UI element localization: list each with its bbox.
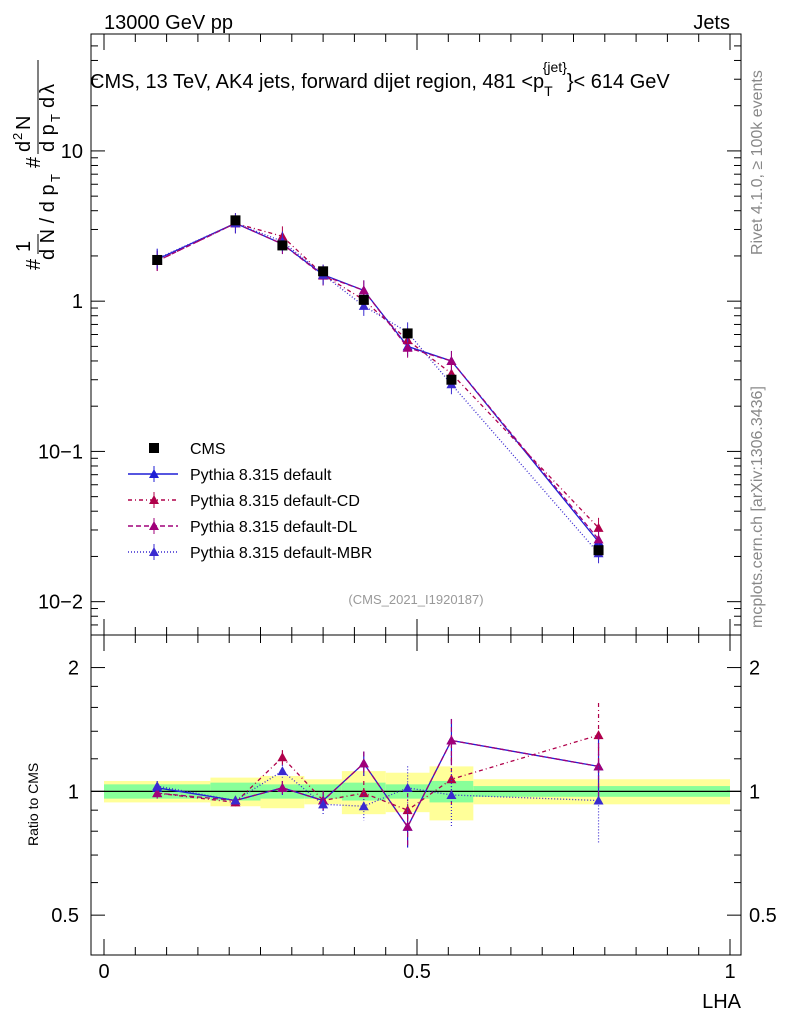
legend-marker — [149, 495, 159, 504]
data-point — [277, 240, 288, 251]
svg-text:N: N — [13, 116, 35, 130]
svg-text:d: d — [13, 141, 35, 152]
series-marker — [446, 355, 457, 365]
ratio-tick-label: 1 — [68, 781, 79, 803]
ratio-marker — [277, 782, 288, 792]
ratio-tick-label-right: 2 — [749, 658, 760, 680]
data-point — [446, 374, 457, 385]
series-marker — [402, 342, 413, 352]
ratio-marker — [230, 795, 241, 805]
ratio-line — [157, 739, 599, 829]
mcplots-label: mcplots.cern.ch [arXiv:1306.3436] — [749, 386, 766, 628]
ratio-panel-frame — [90, 634, 742, 956]
ratio-line — [157, 770, 599, 807]
svg-text:d N / d p: d N / d p — [37, 184, 59, 260]
ratio-marker — [358, 758, 369, 768]
analysis-id: (CMS_2021_I1920187) — [348, 592, 483, 607]
legend-label: CMS — [190, 441, 226, 458]
data-point — [318, 266, 329, 277]
x-tick-label: 0.5 — [403, 961, 431, 983]
ratio-marker — [277, 766, 288, 776]
ratio-marker — [358, 788, 369, 798]
legend-label: Pythia 8.315 default — [190, 467, 332, 484]
data-point — [402, 328, 413, 339]
data-point — [152, 254, 163, 265]
legend-label: Pythia 8.315 default-CD — [190, 493, 360, 510]
legend-marker — [149, 443, 159, 453]
ratio-series-group — [152, 703, 604, 848]
ratio-marker — [446, 735, 457, 745]
ratio-marker — [152, 788, 163, 798]
ratio-marker — [402, 821, 413, 831]
series-line — [156, 222, 600, 529]
svg-text:T: T — [48, 114, 63, 122]
svg-text:d: d — [37, 97, 59, 108]
y-tick-label: 1 — [72, 291, 83, 313]
main-series-group — [152, 213, 604, 564]
legend: CMS Pythia 8.315 default Pythia 8.315 defa… — [128, 441, 372, 562]
y-tick-label: 10−2 — [38, 592, 83, 614]
x-tick-label: 1 — [724, 961, 735, 983]
ratio-marker — [446, 789, 457, 799]
ratio-tick-label: 0.5 — [51, 905, 79, 927]
rivet-label: Rivet 4.1.0, ≥ 100k events — [749, 70, 766, 255]
svg-text:2: 2 — [10, 133, 25, 140]
ratio-line — [157, 734, 599, 811]
ratio-marker — [593, 730, 604, 740]
svg-text:1: 1 — [13, 241, 35, 252]
beam-label: 13000 GeV pp — [104, 12, 233, 34]
ratio-marker — [152, 781, 163, 791]
y-tick-label: 10 — [61, 141, 83, 163]
svg-text:T: T — [48, 174, 63, 182]
ratio-marker — [593, 761, 604, 771]
data-point — [230, 215, 241, 226]
series-marker — [358, 300, 369, 310]
data-point — [593, 545, 604, 556]
svg-text:d p: d p — [37, 124, 59, 152]
uncertainty-bands — [104, 766, 730, 821]
x-axis-label: LHA — [702, 991, 742, 1013]
legend-marker — [149, 547, 159, 556]
series-marker — [593, 522, 604, 532]
ratio-marker — [402, 782, 413, 792]
ratio-marker — [358, 801, 369, 811]
legend-marker — [149, 521, 159, 530]
legend-label: Pythia 8.315 default-MBR — [190, 545, 372, 562]
svg-text:#: # — [23, 156, 45, 168]
ratio-marker — [446, 774, 457, 784]
ratio-tick-label-right: 1 — [749, 781, 760, 803]
legend-marker — [149, 469, 159, 478]
y-axis-label-ratio: Ratio to CMS — [25, 763, 41, 846]
ratio-tick-label: 2 — [68, 658, 79, 680]
series-line — [156, 222, 600, 540]
svg-text:λ: λ — [37, 84, 59, 94]
y-tick-label: 10−1 — [38, 441, 83, 463]
series-marker — [593, 534, 604, 544]
ratio-marker — [593, 795, 604, 805]
main-panel-frame — [90, 33, 742, 636]
category-label: Jets — [693, 12, 730, 34]
ratio-marker — [318, 799, 329, 809]
axis-ticks: 10−2 10−1 1 10 0.5 0.5 1 1 2 2 0 0.5 1 — [38, 33, 777, 983]
ratio-tick-label-right: 0.5 — [749, 905, 777, 927]
svg-text:#: # — [23, 258, 45, 270]
ratio-marker — [277, 752, 288, 762]
x-tick-label: 0 — [98, 961, 109, 983]
data-point — [358, 294, 369, 305]
plot-title: CMS, 13 TeV, AK4 jets, forward dijet reg… — [90, 59, 670, 99]
series-marker — [358, 285, 369, 295]
legend-label: Pythia 8.315 default-DL — [190, 519, 357, 536]
y-axis-label-main: # 1 d N / d p T # d 2 N d p T d λ — [10, 60, 63, 270]
